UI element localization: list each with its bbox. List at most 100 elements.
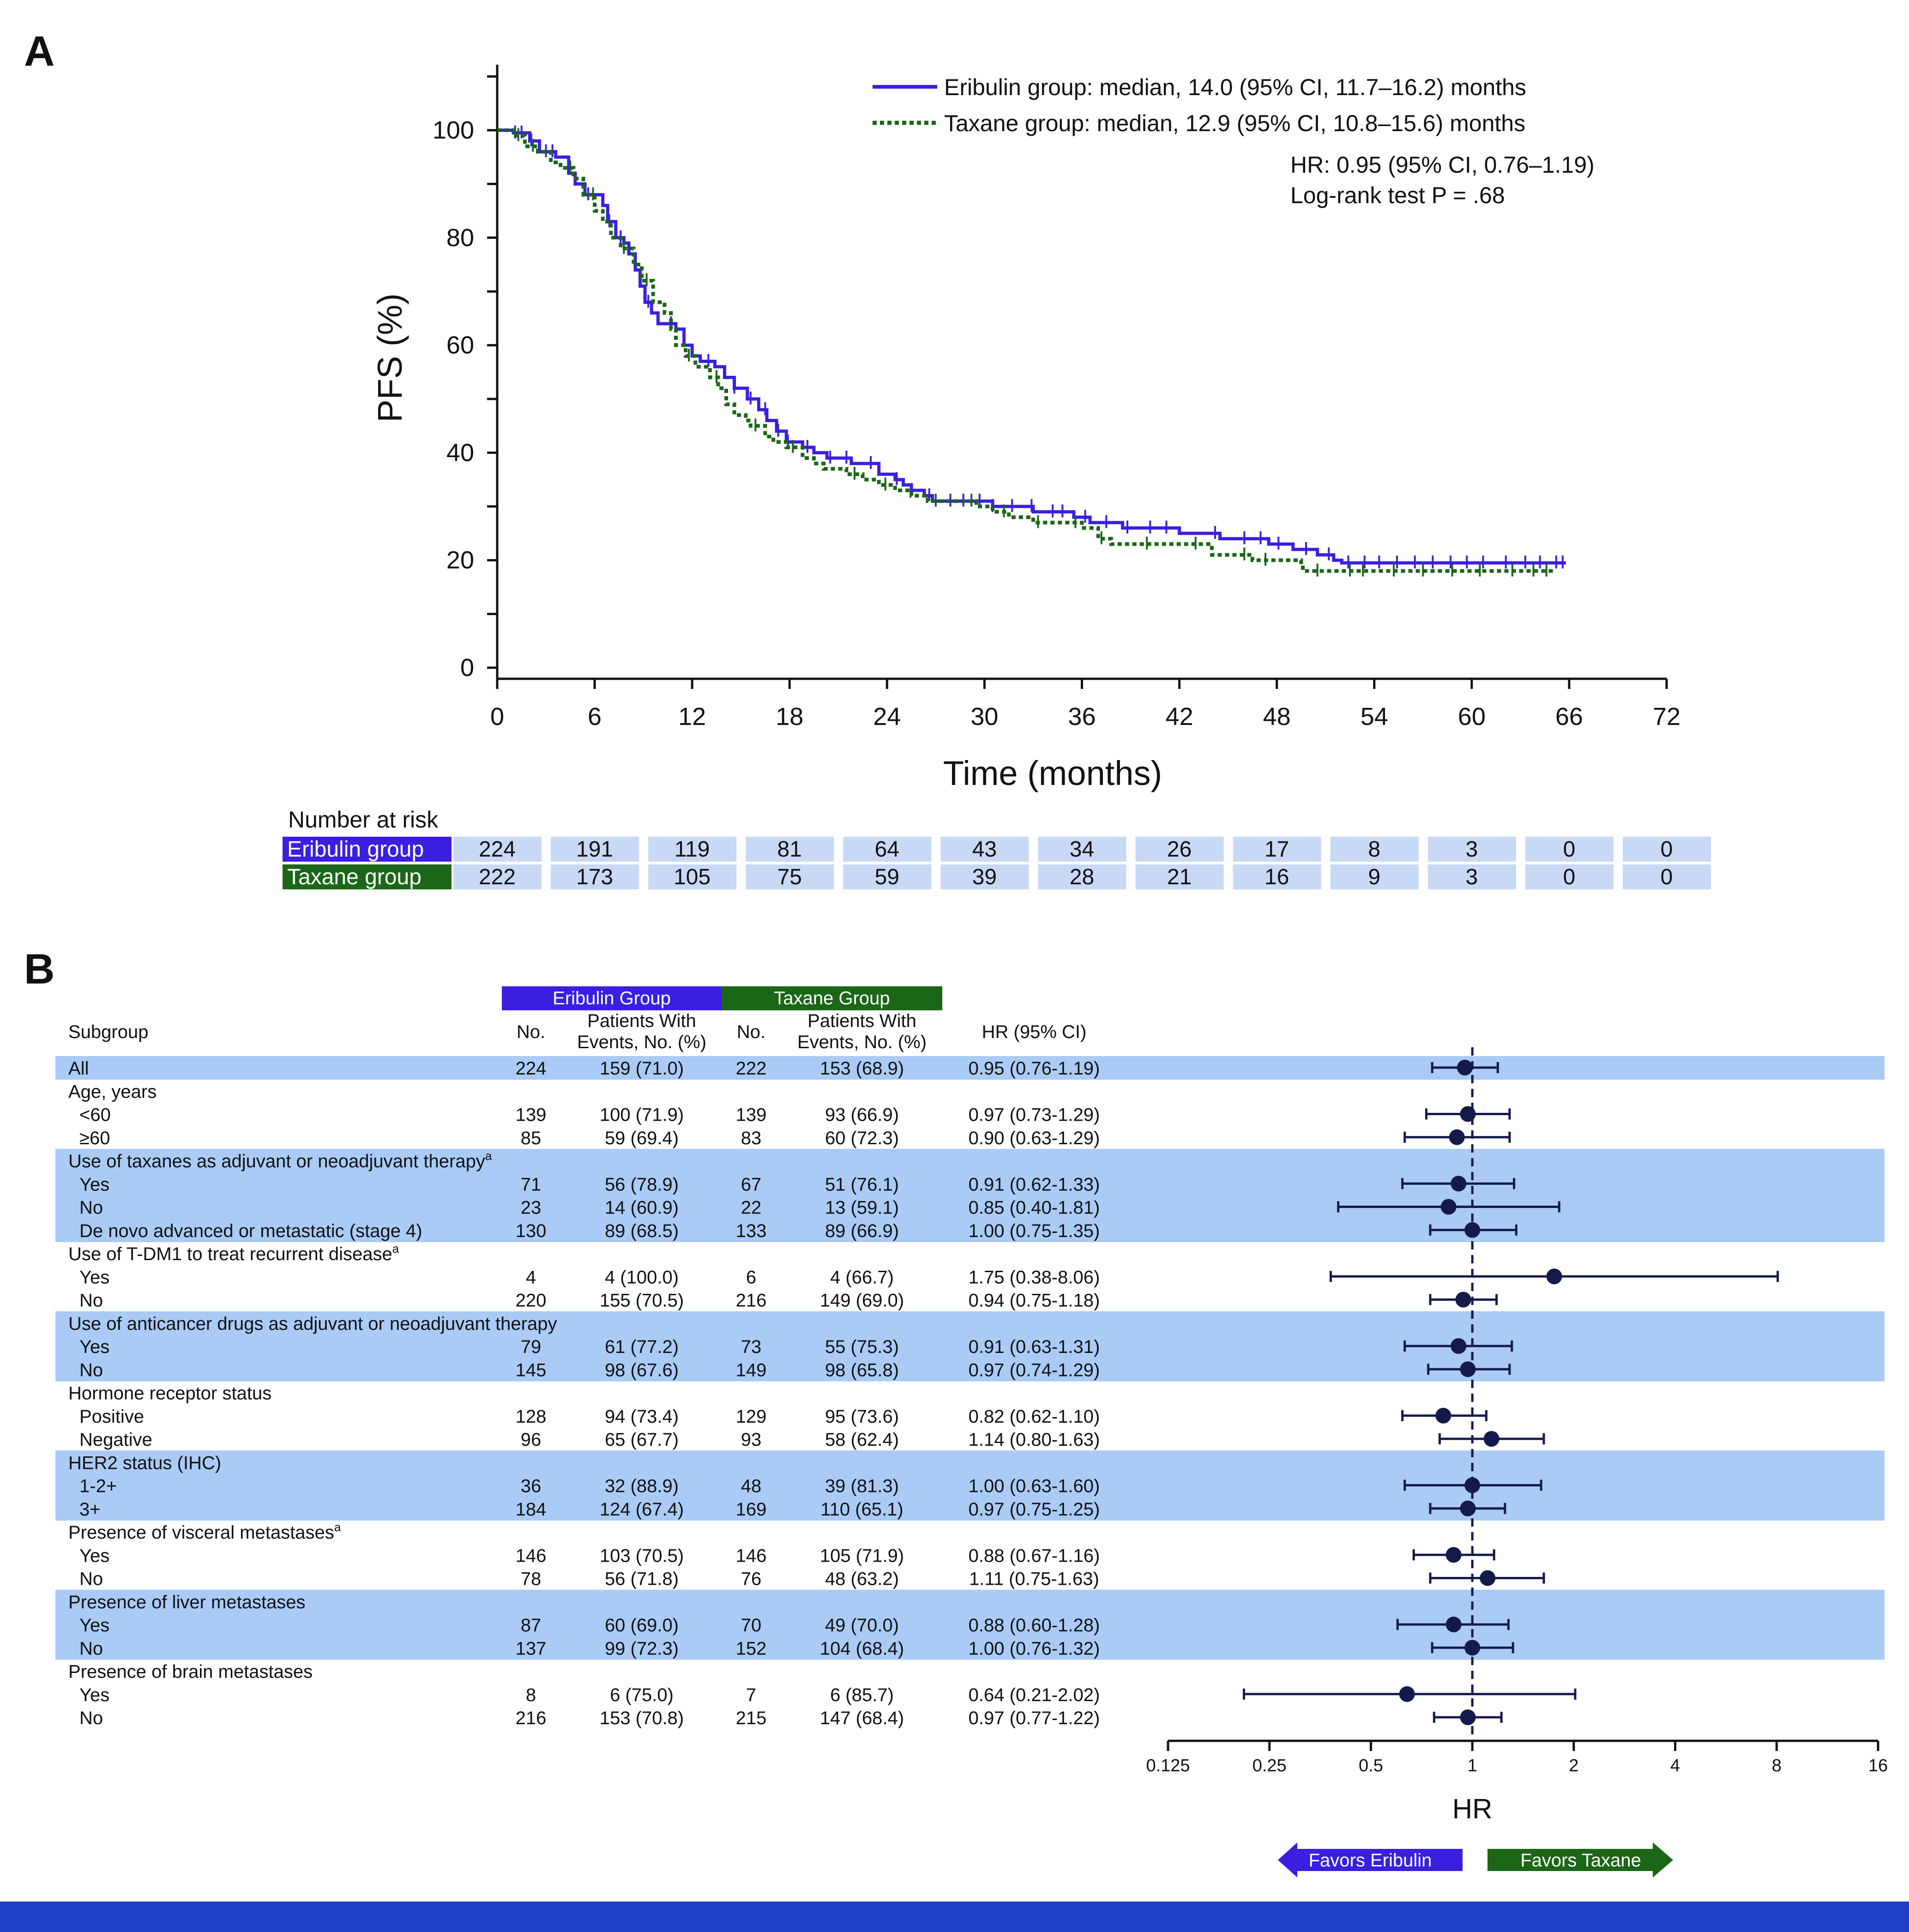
risk-cell [1623, 837, 1711, 862]
forest-x-axis-title: HR [1452, 1793, 1493, 1824]
risk-count: 81 [777, 837, 802, 862]
eribulin-events: 153 (70.8) [600, 1708, 684, 1728]
forest-x-tick-label: 2 [1569, 1756, 1578, 1775]
hr-ci-text: 1.00 (0.76-1.32) [969, 1638, 1100, 1659]
eribulin-no: 36 [521, 1476, 542, 1497]
hr-ci-text: 0.91 (0.62-1.33) [969, 1174, 1100, 1195]
risk-count: 0 [1661, 837, 1673, 862]
eribulin-group-header-label: Eribulin Group [553, 988, 671, 1008]
eribulin-no: 220 [516, 1291, 547, 1311]
subgroup-label: No [79, 1569, 103, 1589]
eribulin-no: 216 [516, 1708, 547, 1728]
risk-count: 16 [1265, 865, 1289, 889]
taxane-events: 153 (68.9) [820, 1058, 904, 1079]
hr-point [1445, 1547, 1462, 1563]
risk-count: 64 [875, 837, 899, 862]
x-tick-label: 24 [873, 703, 901, 731]
risk-cell [453, 837, 542, 862]
x-tick-label: 0 [490, 703, 504, 731]
subgroup-label: 1-2+ [79, 1476, 117, 1497]
hr-point [1451, 1176, 1467, 1192]
risk-count: 39 [972, 865, 997, 889]
eribulin-events: 56 (71.8) [605, 1569, 679, 1589]
taxane-no: 76 [741, 1569, 762, 1589]
shaded-row-band [55, 1056, 1885, 1080]
taxane-no: 70 [741, 1615, 762, 1636]
y-axis-title: PFS (%) [371, 293, 409, 423]
subgroup-label: Yes [79, 1685, 109, 1705]
panel-label-b: B [24, 946, 54, 993]
subgroup-label: No [79, 1708, 103, 1728]
risk-count: 21 [1167, 865, 1192, 889]
risk-count: 173 [576, 865, 613, 889]
hr-point [1460, 1709, 1476, 1725]
taxane-no: 73 [741, 1337, 762, 1357]
subgroup-label: All [68, 1058, 89, 1079]
subgroup-header-label: Presence of visceral metastasesa [68, 1520, 341, 1543]
risk-count: 9 [1368, 865, 1380, 889]
risk-cell [843, 837, 932, 862]
risk-count: 191 [576, 837, 613, 862]
eribulin-no: 137 [516, 1638, 547, 1659]
forest-x-tick-label: 0.25 [1253, 1756, 1287, 1775]
taxane-no: 152 [736, 1638, 767, 1659]
eribulin-curve [497, 128, 1566, 565]
hr-ci-text: 0.88 (0.60-1.28) [969, 1615, 1100, 1636]
taxane-curve [497, 128, 1553, 573]
shaded-row-band [55, 1172, 1885, 1196]
risk-cell [843, 864, 932, 889]
x-tick-label: 12 [678, 703, 706, 731]
hr-point [1455, 1292, 1471, 1308]
risk-cell [940, 837, 1029, 862]
taxane-events: 60 (72.3) [825, 1128, 899, 1148]
subgroup-label: De novo advanced or metastatic (stage 4) [79, 1221, 422, 1241]
eribulin-events: 99 (72.3) [605, 1638, 679, 1659]
x-tick-label: 36 [1068, 703, 1096, 731]
eribulin-events: 100 (71.9) [600, 1105, 684, 1125]
taxane-no: 139 [736, 1105, 767, 1125]
footnote-marker: a [334, 1520, 341, 1534]
eribulin-events: 124 (67.4) [600, 1499, 684, 1520]
footer-bar [0, 1902, 1909, 1932]
footnote-marker: a [392, 1242, 399, 1256]
hr-point [1399, 1686, 1415, 1702]
favors-taxane-label: Favors Taxane [1520, 1850, 1641, 1871]
hr-point [1445, 1617, 1462, 1632]
hr-point [1546, 1268, 1562, 1285]
taxane-events: 89 (66.9) [825, 1221, 899, 1241]
risk-count: 28 [1070, 865, 1094, 889]
eribulin-events: 32 (88.9) [605, 1476, 679, 1497]
eribulin-no: 79 [521, 1337, 542, 1357]
shaded-row-band [55, 1149, 1885, 1173]
hr-point [1435, 1407, 1451, 1424]
eribulin-no: 128 [516, 1407, 547, 1427]
eribulin-no: 184 [516, 1499, 547, 1520]
risk-cell [551, 864, 639, 889]
column-header-taxane-events: Events, No. (%) [797, 1032, 927, 1052]
hr-ci-text: 0.97 (0.75-1.25) [969, 1499, 1100, 1520]
shaded-row-band [55, 1497, 1885, 1521]
taxane-no: 169 [736, 1499, 767, 1520]
eribulin-group-header [502, 986, 722, 1010]
shaded-row-band [55, 1334, 1885, 1358]
eribulin-no: 146 [516, 1546, 547, 1566]
shaded-row-band [55, 1636, 1885, 1660]
shaded-row-band [55, 1450, 1885, 1474]
hr-point [1451, 1338, 1467, 1354]
x-tick-label: 54 [1361, 703, 1388, 731]
hr-point [1457, 1060, 1473, 1075]
x-tick-label: 42 [1166, 703, 1193, 731]
taxane-no: 133 [736, 1221, 767, 1241]
eribulin-no: 8 [526, 1685, 536, 1705]
subgroup-label: Yes [79, 1337, 109, 1357]
taxane-group-header [722, 986, 942, 1010]
forest-x-tick-label: 0.5 [1359, 1756, 1383, 1775]
subgroup-header-label: Hormone receptor status [68, 1383, 271, 1404]
eribulin-events: 59 (69.4) [605, 1128, 679, 1148]
hr-ci-text: 1.00 (0.75-1.35) [969, 1221, 1100, 1241]
hr-ci-text: 0.97 (0.74-1.29) [969, 1360, 1100, 1380]
eribulin-events: 60 (69.0) [605, 1615, 679, 1636]
panel-label-a: A [24, 28, 54, 75]
column-header-hr: HR (95% CI) [982, 1022, 1087, 1042]
